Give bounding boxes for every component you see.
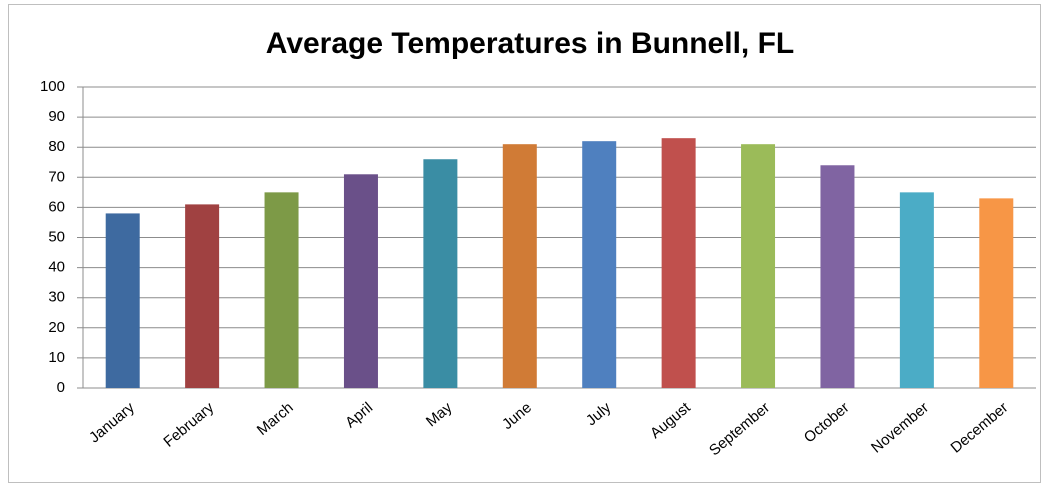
bar	[105, 213, 140, 388]
bar	[582, 141, 617, 388]
bar	[820, 165, 855, 388]
bar	[661, 138, 696, 388]
y-tick-label: 40	[48, 259, 65, 276]
bar	[899, 192, 934, 388]
bar	[423, 159, 458, 388]
bar	[264, 192, 299, 388]
bar	[502, 144, 537, 388]
bar	[741, 144, 776, 388]
bar	[185, 204, 220, 388]
bar	[343, 174, 378, 388]
y-tick-label: 20	[48, 319, 65, 336]
y-tick-label: 50	[48, 228, 65, 245]
y-tick-label: 70	[48, 168, 65, 185]
y-tick-label: 30	[48, 289, 65, 306]
y-tick-label: 80	[48, 138, 65, 155]
y-tick-label: 100	[40, 78, 65, 95]
bar	[979, 198, 1014, 388]
y-tick-label: 90	[48, 108, 65, 125]
chart-title: Average Temperatures in Bunnell, FL	[266, 27, 794, 60]
y-tick-label: 10	[48, 349, 65, 366]
y-tick-label: 0	[57, 379, 65, 396]
y-tick-label: 60	[48, 198, 65, 215]
